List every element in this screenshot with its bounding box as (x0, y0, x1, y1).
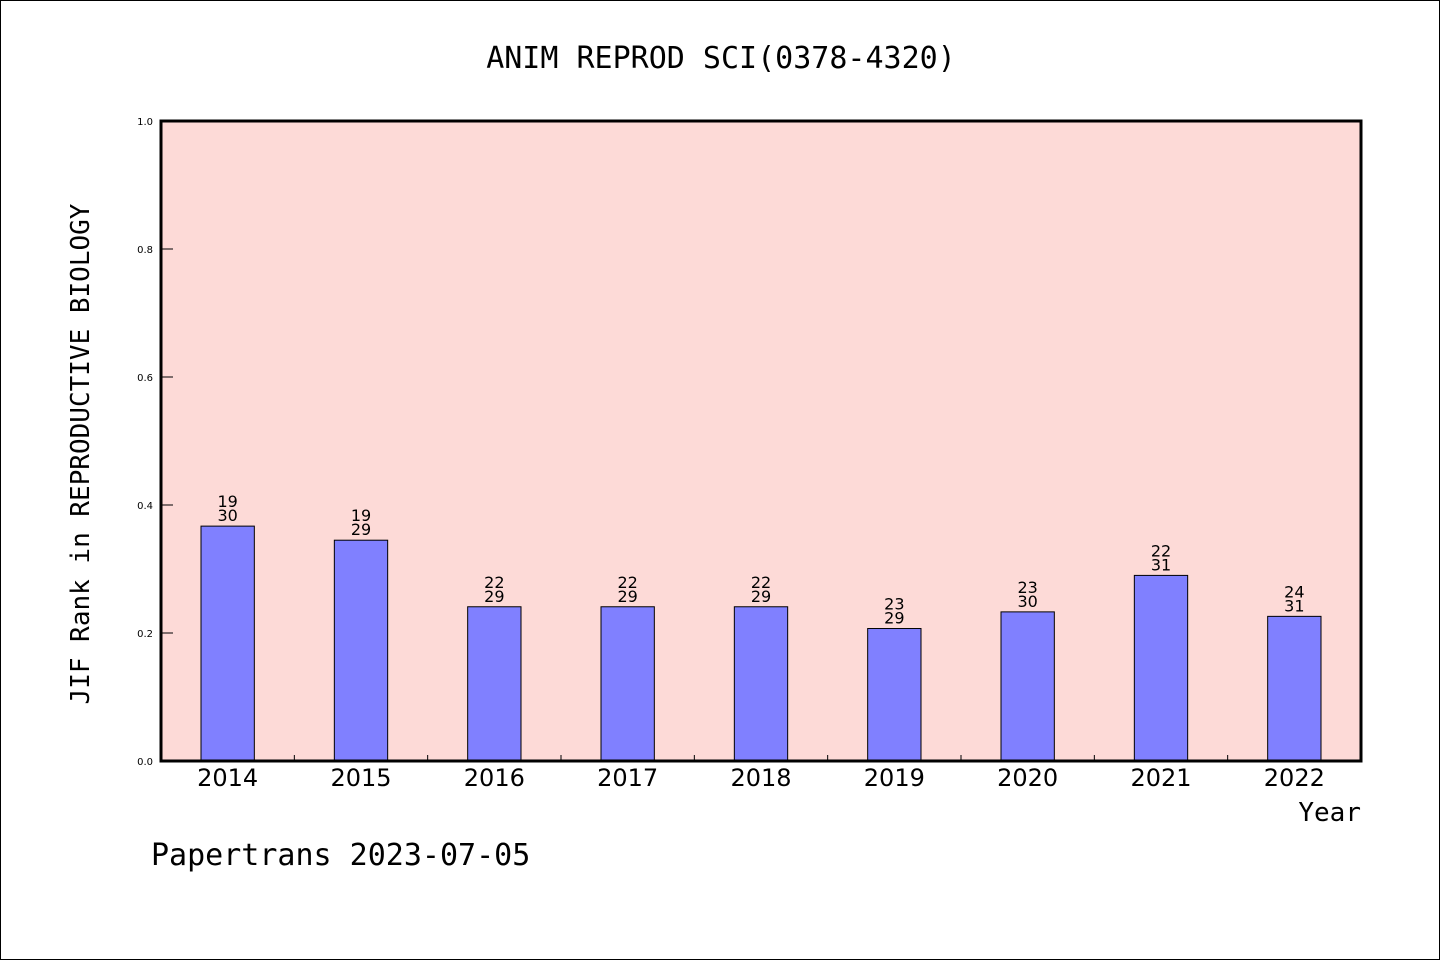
x-tick-label: 2019 (864, 764, 925, 792)
bar (1000, 611, 1055, 762)
y-tick-label: 0.2 (137, 629, 153, 640)
bar-total-label: 29 (751, 587, 771, 606)
x-tick-label: 2017 (597, 764, 658, 792)
y-tick-label: 0.8 (137, 245, 153, 256)
y-axis-label: JIF Rank in REPRODUCTIVE BIOLOGY (66, 203, 96, 704)
bar-total-label: 29 (351, 520, 371, 539)
y-tick-label: 0.6 (137, 373, 153, 384)
bar (200, 525, 255, 762)
bar-rank-label: 19 (351, 506, 371, 525)
bar (467, 606, 522, 762)
bar-total-label: 31 (1151, 555, 1171, 574)
bar-total-label: 31 (1284, 596, 1304, 615)
bar-total-label: 29 (484, 587, 504, 606)
x-tick-label: 2020 (997, 764, 1058, 792)
bar-rank-label: 19 (217, 492, 237, 511)
y-tick-label: 1.0 (137, 117, 153, 128)
bar-rank-label: 22 (751, 573, 771, 592)
bar-total-label: 30 (217, 506, 237, 525)
bar (1267, 615, 1322, 762)
bar-rank-label: 22 (1151, 541, 1171, 560)
x-tick-label: 2018 (730, 764, 791, 792)
bar (733, 606, 789, 762)
bar-rank-label: 22 (484, 573, 504, 592)
bar-rank-label: 24 (1284, 582, 1304, 601)
x-tick-label: 2015 (330, 764, 391, 792)
bar-total-label: 29 (884, 609, 904, 628)
x-tick-label: 2014 (197, 764, 258, 792)
bar-rank-label: 23 (884, 595, 904, 614)
x-axis-ticks: 2014 2015 2016 2017 2018 2019 2020 2021 2022 (197, 755, 1325, 792)
x-tick-label: 2022 (1264, 764, 1325, 792)
footer-text: Papertrans 2023-07-05 (151, 838, 530, 873)
bar-rank-label: 22 (617, 573, 637, 592)
x-tick-label: 2021 (1130, 764, 1191, 792)
y-tick-label: 0.4 (137, 501, 153, 512)
plot-frame (159, 119, 1363, 763)
y-tick-label: 0.0 (137, 757, 153, 768)
bar (600, 606, 655, 762)
bar-total-label: 30 (1017, 592, 1037, 611)
x-tick-label: 2016 (464, 764, 525, 792)
bar (333, 539, 389, 762)
bar (1133, 574, 1189, 762)
chart-title: ANIM REPROD SCI(0378-4320) (486, 41, 956, 76)
bar (867, 628, 922, 762)
bar-total-label: 29 (617, 587, 637, 606)
x-axis-label: Year (1298, 798, 1361, 828)
bar-rank-label: 23 (1017, 578, 1037, 597)
